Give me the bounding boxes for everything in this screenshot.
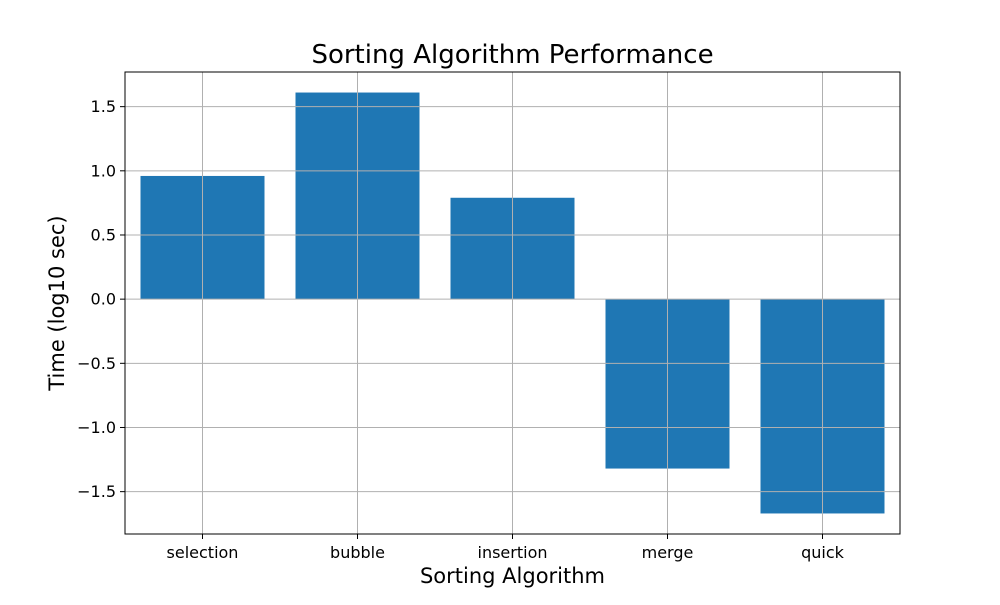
x-tick-label: bubble	[330, 543, 385, 562]
x-tick-label: selection	[167, 543, 239, 562]
chart-title: Sorting Algorithm Performance	[311, 40, 713, 70]
y-tick-label: 0.0	[91, 290, 116, 309]
y-tick-label: −1.0	[77, 418, 116, 437]
y-ticks: −1.5 −1.0 −0.5 0.0 0.5 1.0 1.5	[77, 97, 125, 501]
x-axis-title: Sorting Algorithm	[420, 564, 605, 588]
y-tick-label: 1.5	[91, 97, 116, 116]
y-axis-title: Time (log10 sec)	[45, 215, 69, 391]
x-tick-label: insertion	[478, 543, 548, 562]
y-tick-label: 1.0	[91, 161, 116, 180]
x-ticks: selection bubble insertion merge quick	[167, 534, 845, 562]
x-tick-label: quick	[801, 543, 845, 562]
x-tick-label: merge	[642, 543, 694, 562]
y-tick-label: −0.5	[77, 354, 116, 373]
grid-lines	[125, 72, 900, 534]
y-tick-label: −1.5	[77, 482, 116, 501]
y-tick-label: 0.5	[91, 225, 116, 244]
